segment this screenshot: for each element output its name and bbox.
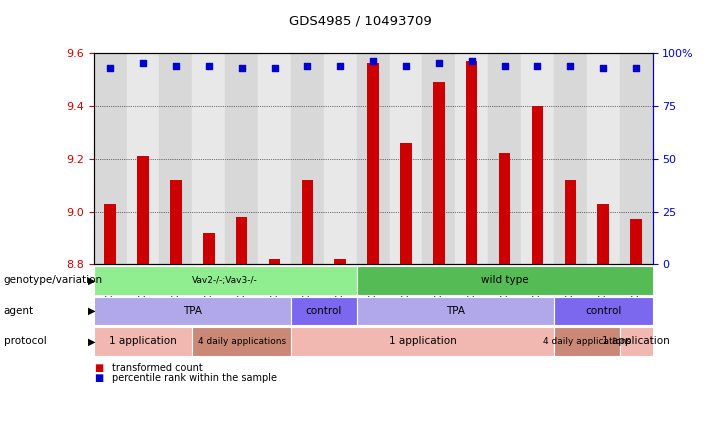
Bar <box>433 82 445 264</box>
Bar <box>301 180 313 264</box>
Text: ▶: ▶ <box>88 336 95 346</box>
Text: protocol: protocol <box>4 336 46 346</box>
Point <box>269 64 280 71</box>
Text: 4 daily applications: 4 daily applications <box>198 337 286 346</box>
Bar <box>94 53 127 264</box>
Text: TPA: TPA <box>446 306 465 316</box>
Point <box>301 62 313 69</box>
Point <box>335 62 346 69</box>
Bar <box>521 53 554 264</box>
Bar <box>400 143 412 264</box>
Text: ■: ■ <box>94 363 103 374</box>
Bar <box>357 53 389 264</box>
Point <box>105 64 116 71</box>
Point <box>368 58 379 65</box>
Text: transformed count: transformed count <box>112 363 203 374</box>
Bar <box>324 53 357 264</box>
Text: control: control <box>585 306 622 316</box>
Text: Vav2-/-;Vav3-/-: Vav2-/-;Vav3-/- <box>193 276 258 285</box>
Bar <box>565 180 576 264</box>
Point <box>499 62 510 69</box>
Bar <box>258 53 291 264</box>
Point <box>565 62 576 69</box>
Text: 1 application: 1 application <box>389 336 456 346</box>
Bar <box>598 203 609 264</box>
Bar <box>619 53 653 264</box>
Point <box>630 64 642 71</box>
Bar <box>193 53 225 264</box>
Point <box>400 62 412 69</box>
Bar <box>291 53 324 264</box>
Text: 1 application: 1 application <box>109 336 177 346</box>
Bar <box>423 53 455 264</box>
Point <box>433 60 445 67</box>
Point <box>203 62 215 69</box>
Text: percentile rank within the sample: percentile rank within the sample <box>112 373 277 383</box>
Point <box>236 64 247 71</box>
Text: genotype/variation: genotype/variation <box>4 275 102 286</box>
Point <box>598 64 609 71</box>
Bar <box>466 61 477 264</box>
Text: GDS4985 / 10493709: GDS4985 / 10493709 <box>289 15 432 28</box>
Point <box>137 60 149 67</box>
Bar <box>225 53 258 264</box>
Bar <box>499 153 510 264</box>
Text: control: control <box>306 306 342 316</box>
Bar <box>137 156 149 264</box>
Bar <box>389 53 423 264</box>
Bar <box>159 53 193 264</box>
Text: 4 daily applications: 4 daily applications <box>543 337 631 346</box>
Point <box>170 62 182 69</box>
Text: ▶: ▶ <box>88 306 95 316</box>
Point <box>531 62 543 69</box>
Bar <box>587 53 619 264</box>
Bar <box>531 106 543 264</box>
Text: agent: agent <box>4 306 34 316</box>
Bar <box>105 203 116 264</box>
Bar <box>554 53 587 264</box>
Bar <box>368 63 379 264</box>
Bar <box>236 217 247 264</box>
Point <box>466 58 477 65</box>
Bar <box>335 259 346 264</box>
Bar <box>488 53 521 264</box>
Bar <box>170 180 182 264</box>
Bar <box>269 259 280 264</box>
Text: wild type: wild type <box>481 275 528 286</box>
Text: ■: ■ <box>94 373 103 383</box>
Text: 1 application: 1 application <box>602 336 670 346</box>
Bar <box>203 233 215 264</box>
Bar <box>455 53 488 264</box>
Text: ▶: ▶ <box>88 275 95 286</box>
Bar <box>630 220 642 264</box>
Bar <box>127 53 159 264</box>
Text: TPA: TPA <box>183 306 202 316</box>
